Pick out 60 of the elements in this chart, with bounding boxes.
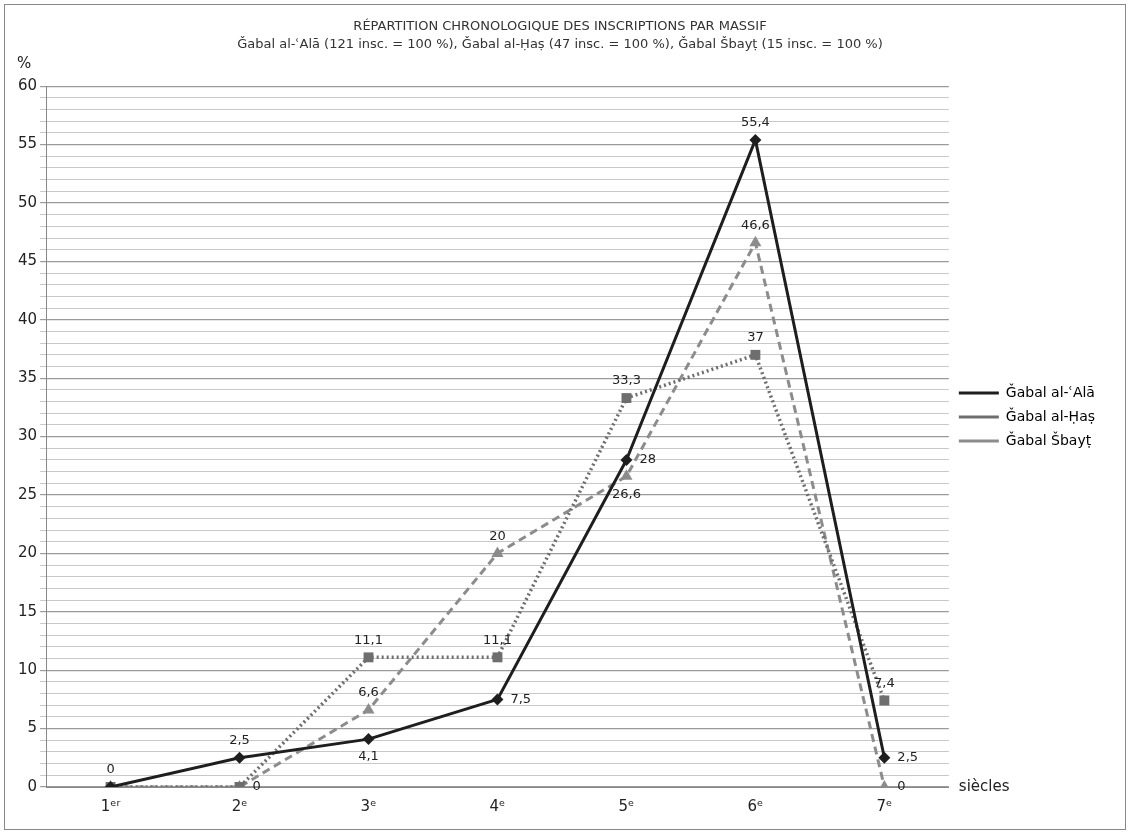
y-tick-label: 15 <box>17 601 38 620</box>
y-tick-label: 35 <box>17 368 38 387</box>
y-tick-label: 20 <box>17 543 38 562</box>
data-label: 20 <box>489 527 506 543</box>
point <box>878 751 891 764</box>
y-tick-label: 0 <box>27 776 38 795</box>
point <box>749 133 762 146</box>
point <box>363 652 374 663</box>
data-label: 7,4 <box>874 674 895 690</box>
x-tick-label: 5ᵉ <box>618 796 635 815</box>
point <box>620 453 633 466</box>
data-label: 37 <box>747 329 764 345</box>
y-tick-label: 45 <box>17 251 38 270</box>
y-axis-title: % <box>16 54 32 73</box>
y-tick-label: 5 <box>27 718 38 737</box>
point <box>491 693 504 706</box>
y-tick-label: 10 <box>17 660 38 679</box>
point <box>750 349 761 360</box>
y-tick-label: 50 <box>17 192 38 211</box>
y-tick-label: 25 <box>17 484 38 503</box>
y-tick-label: 60 <box>17 76 38 95</box>
data-label: 28 <box>639 451 656 467</box>
data-label: 11,1 <box>354 631 383 647</box>
chart-subtitle: Ǧabal al-ʿAlā (121 insc. = 100 %), Ǧabal al-Ḥaṣ (47 insc. = 100 %), Ǧabal Šbayṭ (15 insc. = 100 %) <box>237 35 883 51</box>
data-label: 26,6 <box>611 485 641 501</box>
legend-label: Ǧabal Šbayṭ <box>1005 430 1092 448</box>
point <box>233 751 246 764</box>
data-label: 4,1 <box>358 748 379 764</box>
x-tick-label: 1ᵉʳ <box>100 796 121 815</box>
point <box>879 695 890 706</box>
y-tick-label: 40 <box>17 309 38 328</box>
chart-title: RÉPARTITION CHRONOLOGIQUE DES INSCRIPTIONS PAR MASSIF <box>353 18 767 34</box>
data-label: 11,1 <box>482 631 512 647</box>
point <box>621 393 632 404</box>
point <box>491 546 504 557</box>
data-label: 2,5 <box>897 749 919 765</box>
x-tick-label: 6ᵉ <box>747 796 764 815</box>
point <box>749 235 762 247</box>
y-tick-label: 55 <box>17 134 38 153</box>
point <box>362 702 375 714</box>
data-label: 2,5 <box>229 732 250 748</box>
data-label: 55,4 <box>740 114 770 130</box>
point <box>620 469 633 480</box>
x-tick-label: 2ᵉ <box>231 796 248 815</box>
x-tick-label: 3ᵉ <box>360 796 377 815</box>
legend-label: Ǧabal al-ʿAlā <box>1005 382 1095 400</box>
data-label: 6,6 <box>358 684 379 700</box>
data-label: 0 <box>897 778 906 794</box>
data-label: 46,6 <box>740 217 770 233</box>
y-tick-label: 30 <box>17 426 38 445</box>
data-label: 0 <box>252 778 261 794</box>
point <box>362 733 375 746</box>
x-tick-label: 4ᵉ <box>489 796 506 815</box>
data-label: 0 <box>106 761 115 777</box>
point <box>492 652 503 663</box>
data-label: 7,5 <box>510 690 532 706</box>
legend-label: Ǧabal al-Ḥaṣ <box>1005 406 1095 424</box>
x-axis-title: siècles <box>958 776 1010 795</box>
x-tick-label: 7ᵉ <box>876 796 893 815</box>
data-label: 33,3 <box>611 372 641 388</box>
